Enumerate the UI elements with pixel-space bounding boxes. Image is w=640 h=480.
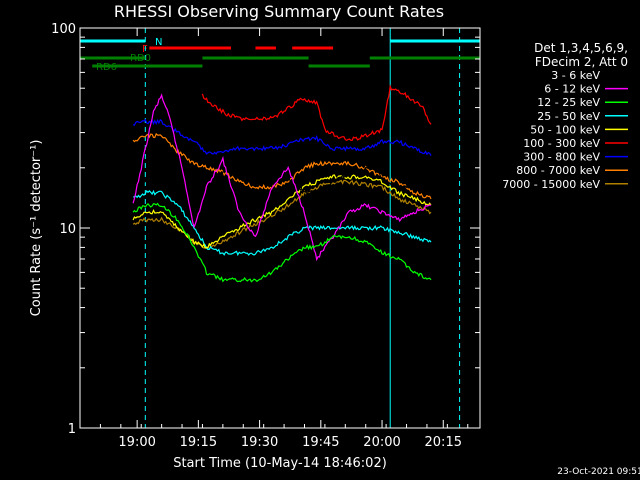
y-tick-label: 100 xyxy=(51,22,76,37)
legend-header-line-2: FDecim 2, Att 0 xyxy=(535,55,628,69)
y-axis-label: Count Rate (s⁻¹ detector⁻¹) xyxy=(29,140,44,317)
legend-label-100-300-kev: 100 - 300 keV xyxy=(523,137,600,150)
x-tick-label: 20:00 xyxy=(363,435,400,450)
legend-label-50-100-kev: 50 - 100 keV xyxy=(530,123,600,136)
series-line-6-12-kev xyxy=(132,93,432,262)
plot-frame xyxy=(79,27,481,429)
series-line-50-100-kev xyxy=(132,174,432,249)
legend-label-3-6-kev: 3 - 6 keV xyxy=(551,69,600,82)
series-line-100-300-kev xyxy=(201,84,432,142)
series-line-25-50-kev xyxy=(133,189,432,257)
legend-label-300-800-kev: 300 - 800 keV xyxy=(523,151,600,164)
x-tick-label: 19:00 xyxy=(118,435,155,450)
legend-label-25-50-kev: 25 - 50 keV xyxy=(537,110,600,123)
flag-label-n: N xyxy=(155,37,162,48)
x-tick-label: 19:30 xyxy=(241,435,278,450)
flag-bars xyxy=(80,39,480,68)
axes: 19:00 19:15 19:30 19:45 20:00 20:15 1 10 100 xyxy=(51,22,481,450)
legend-header-line-1: Det 1,3,4,5,6,9, xyxy=(534,41,628,55)
legend-label-7000-15000-kev: 7000 - 15000 keV xyxy=(502,178,600,191)
x-axis-label: Start Time (10-May-14 18:46:02) xyxy=(173,456,387,471)
legend-header: Det 1,3,4,5,6,9, FDecim 2, Att 0 xyxy=(534,41,628,69)
x-tick-label: 20:15 xyxy=(425,435,462,450)
legend-label-6-12-kev: 6 - 12 keV xyxy=(544,83,600,96)
series-line-12-25-kev xyxy=(132,202,432,283)
legend-label-12-25-kev: 12 - 25 keV xyxy=(537,96,600,109)
y-tick-label: 1 xyxy=(68,422,76,437)
y-tick-label: 10 xyxy=(59,222,76,237)
series-line-800-7000-kev xyxy=(132,132,432,200)
x-tick-label: 19:45 xyxy=(302,435,339,450)
vertical-markers xyxy=(79,28,461,428)
timestamp-label: 23-Oct-2021 09:51 xyxy=(557,467,640,477)
series-line-300-800-kev xyxy=(132,118,432,156)
data-series xyxy=(132,84,432,283)
chart-title: RHESSI Observing Summary Count Rates xyxy=(114,2,444,21)
x-tick-label: 19:15 xyxy=(180,435,217,450)
legend-label-800-7000-kev: 800 - 7000 keV xyxy=(516,164,600,177)
